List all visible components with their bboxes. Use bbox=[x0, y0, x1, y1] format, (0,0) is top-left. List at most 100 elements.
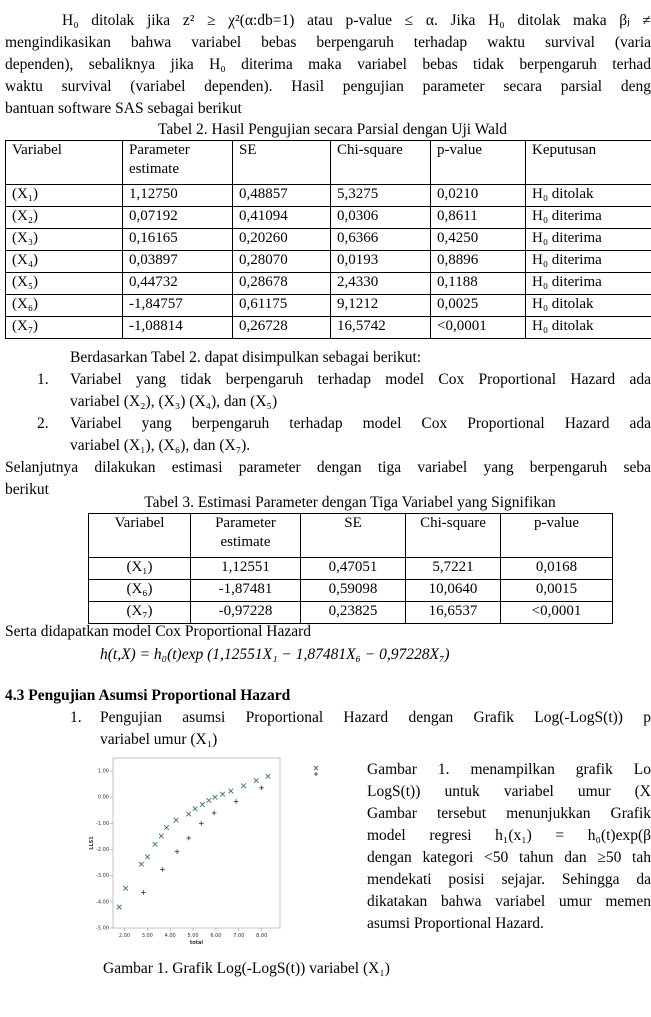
text-line: mendekati posisi sejajar. Sehingga da bbox=[367, 871, 651, 888]
table-row: (X₃) 0,16165 0,20260 0,6366 0,4250 H₀ diterim… bbox=[5, 228, 651, 251]
point bbox=[219, 791, 226, 797]
marker-stroke bbox=[158, 833, 164, 839]
point bbox=[199, 801, 206, 808]
text-line: variabel umur (X₁) bbox=[100, 731, 218, 748]
header-cell: Parameter estimate bbox=[122, 140, 233, 185]
y-tick-label: -3.00 bbox=[96, 873, 109, 879]
marker-stroke bbox=[253, 777, 259, 784]
point bbox=[211, 810, 217, 816]
table-cell: 1,12750 bbox=[122, 184, 233, 207]
header-cell: SE bbox=[300, 513, 406, 558]
section-heading: 4.3 Pengujian Asumsi Proportional Hazard bbox=[5, 687, 291, 704]
marker-stroke bbox=[199, 801, 206, 808]
table-cell: -0,97228 bbox=[190, 601, 301, 624]
text-line: dependen), sebaliknya jika H₀ diterima m… bbox=[5, 56, 651, 73]
marker-stroke bbox=[192, 806, 198, 812]
table-cell: 16,6537 bbox=[405, 601, 501, 624]
y-tick-label: -2.00 bbox=[96, 847, 109, 853]
x-tick-label: 4.00 bbox=[165, 933, 176, 939]
point bbox=[141, 890, 146, 895]
point bbox=[186, 811, 192, 817]
point bbox=[138, 861, 144, 867]
text-line: model regresi h₁(x₁) = h₀(t)exp(β bbox=[367, 827, 651, 844]
y-axis-label: LLS1 bbox=[89, 836, 95, 850]
text-line: variabel (X₂), (X₃) (X₄), dan (X₅) bbox=[70, 393, 278, 410]
marker-stroke bbox=[228, 788, 234, 794]
marker-stroke bbox=[144, 854, 151, 860]
point bbox=[259, 785, 264, 791]
table: Variabel Parameter estimate SE Chi-square p-… bbox=[5, 140, 651, 339]
table-cell: 0,07192 bbox=[122, 206, 233, 229]
point bbox=[160, 867, 165, 872]
point bbox=[253, 777, 259, 784]
marker-stroke bbox=[116, 904, 122, 910]
figure-caption: Gambar 1. Grafik Log(-LogS(t)) variabel … bbox=[103, 960, 390, 977]
x-tick-label: 8.00 bbox=[256, 933, 267, 939]
table-cell: 16,5742 bbox=[330, 316, 431, 339]
table-title: Tabel 2. Hasil Pengujian secara Parsial … bbox=[157, 121, 508, 138]
table-cell: 9,1212 bbox=[330, 294, 431, 317]
text-line: Gambar 1. menampilkan grafik Lo bbox=[367, 761, 651, 778]
marker-stroke bbox=[163, 824, 170, 831]
table-row: (X₆) -1,87481 0,59098 10,0640 0,0015 bbox=[88, 579, 613, 602]
text-line: variabel (X₁), (X₆), dan (X₇). bbox=[70, 437, 251, 454]
marker-stroke bbox=[219, 791, 226, 797]
table-cell: 0,4250 bbox=[430, 228, 526, 251]
y-tick-label: 1.00 bbox=[98, 769, 109, 775]
marker-stroke bbox=[152, 841, 158, 847]
legend-symbol bbox=[313, 765, 319, 771]
y-tick-label: 0.00 bbox=[98, 795, 109, 801]
point bbox=[192, 806, 198, 812]
legend-symbol bbox=[314, 772, 318, 776]
table-cell: 0,48857 bbox=[232, 184, 331, 207]
list-number: 1. bbox=[37, 371, 49, 388]
table-row: (X₇) -1,08814 0,26728 16,5742 <0,0001 H₀ dito… bbox=[5, 316, 651, 339]
marker-stroke bbox=[206, 797, 212, 803]
point bbox=[228, 788, 234, 794]
x-axis-label: total bbox=[190, 940, 204, 946]
point bbox=[233, 799, 239, 804]
text-line: LogS(t)) untuk variabel umur (X bbox=[367, 783, 651, 800]
table-row: (X₁) 1,12750 0,48857 5,3275 0,0210 H₀ ditolak bbox=[5, 184, 651, 207]
point bbox=[116, 904, 122, 910]
marker-stroke bbox=[122, 885, 129, 891]
y-tick-label: -5.00 bbox=[96, 926, 109, 932]
marker-stroke bbox=[138, 861, 144, 867]
marker-stroke bbox=[212, 794, 218, 800]
text-line: Berdasarkan Tabel 2. dapat disimpulkan s… bbox=[70, 349, 422, 366]
x-tick-label: 2.00 bbox=[119, 933, 130, 939]
text-line: dikatakan bahwa variabel umur memen bbox=[367, 893, 651, 910]
table-cell: 0,03897 bbox=[122, 250, 233, 273]
point bbox=[265, 773, 271, 779]
point bbox=[212, 794, 218, 800]
text-line: Serta didapatkan model Cox Proportional … bbox=[5, 623, 312, 640]
x-tick-label: 5.00 bbox=[187, 933, 198, 939]
text-line: Variabel yang tidak berpengaruh terhadap… bbox=[70, 371, 651, 388]
table-cell: 10,0640 bbox=[405, 579, 501, 602]
text-line: dengan kategori <50 tahun dan ≥50 tah bbox=[367, 849, 651, 866]
text-line: Selanjutnya dilakukan estimasi parameter… bbox=[5, 459, 651, 476]
table-row: Variabel Parameter estimate SE Chi-square p-… bbox=[88, 513, 613, 558]
table-row: (X₁) 1,12551 0,47051 5,7221 0,0168 bbox=[88, 557, 613, 580]
point bbox=[173, 817, 179, 823]
table-cell: 0,26728 bbox=[232, 316, 331, 339]
x-tick-label: 6.00 bbox=[210, 933, 221, 939]
point bbox=[199, 821, 204, 826]
table-row: (X₂) 0,07192 0,41094 0,0306 0,8611 H₀ diterim… bbox=[5, 206, 651, 229]
table-cell: (X₂) bbox=[5, 206, 123, 229]
table-cell: -1,08814 bbox=[122, 316, 233, 339]
table-cell: <0,0001 bbox=[500, 601, 613, 624]
point bbox=[186, 835, 192, 841]
text-line: berikut bbox=[5, 481, 49, 498]
x-tick-label: 3.00 bbox=[142, 933, 153, 939]
header-cell: Variabel bbox=[5, 140, 123, 185]
point bbox=[144, 854, 151, 860]
y-tick-label: -4.00 bbox=[96, 899, 109, 905]
text-line: Pengujian asumsi Proportional Hazard den… bbox=[100, 709, 651, 726]
text-line: mengindikasikan bahwa variabel bebas ber… bbox=[5, 34, 651, 51]
table-row: (X₄) 0,03897 0,28070 0,0193 0,8896 H₀ diterim… bbox=[5, 250, 651, 273]
text-line: H₀ ditolak jika z² ≥ χ²(α:db=1) atau p-v… bbox=[62, 12, 651, 29]
table-cell: (X₄) bbox=[5, 250, 123, 273]
